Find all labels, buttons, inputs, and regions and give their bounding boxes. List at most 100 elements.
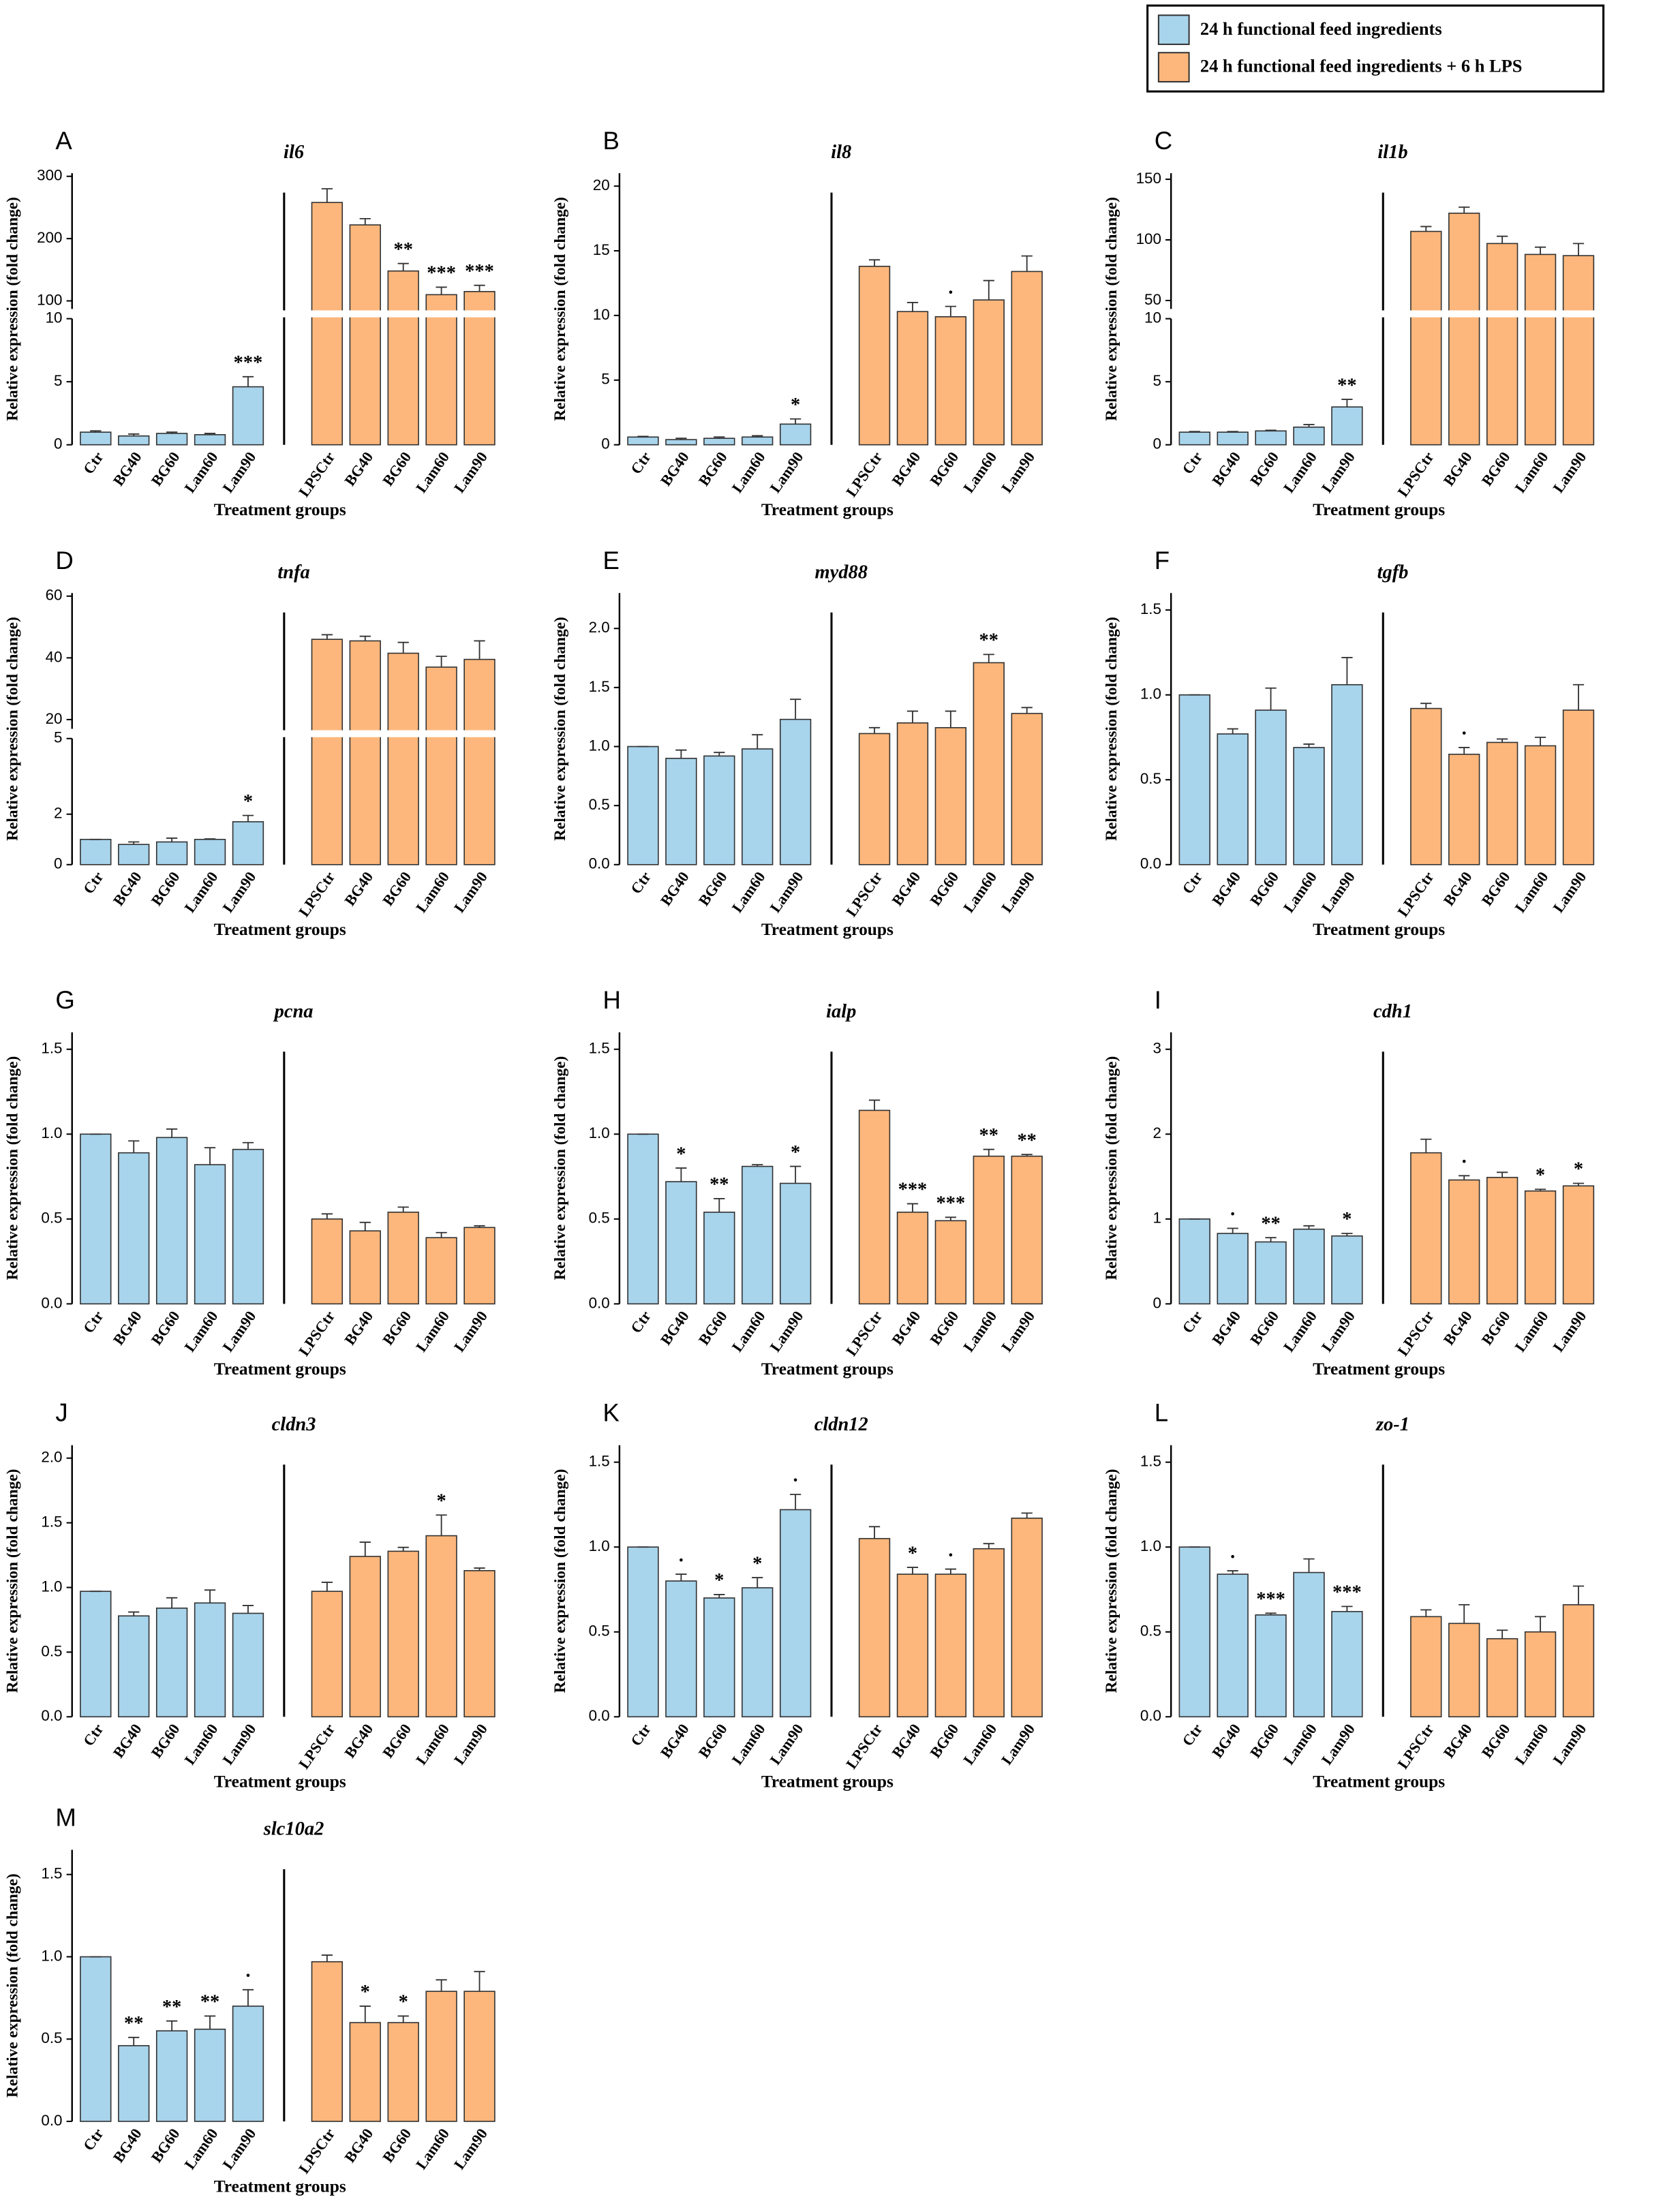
- chart-title: tnfa: [277, 562, 309, 583]
- significance-label: ***: [936, 1193, 966, 1214]
- bar: [665, 1580, 697, 1718]
- y-tick-label: 5: [1153, 372, 1161, 389]
- x-tick-label: BG60: [926, 448, 962, 489]
- bar: [858, 265, 891, 446]
- bar: [1178, 694, 1210, 865]
- error-bar: [906, 710, 919, 723]
- x-tick-label: Lam90: [219, 1721, 259, 1768]
- bar: [1524, 1631, 1557, 1718]
- significance-label: **: [1017, 1130, 1036, 1151]
- bar: [665, 1181, 697, 1305]
- y-tick-label: 5: [54, 372, 62, 389]
- x-tick-label: LPSCtr: [1394, 1721, 1437, 1772]
- x-tick-label: Ctr: [1178, 448, 1206, 477]
- bar: [425, 294, 457, 446]
- x-tick-label: Ctr: [627, 1721, 654, 1749]
- chart-title: ialp: [826, 1001, 856, 1022]
- x-tick-label: Ctr: [627, 868, 654, 897]
- significance-label: **: [979, 1125, 998, 1146]
- y-tick-label: 0.5: [1140, 770, 1161, 787]
- y-tick-label: 0: [1153, 1294, 1161, 1311]
- x-tick-label: Lam90: [1318, 1308, 1358, 1355]
- error-bar: [474, 284, 485, 292]
- x-tick-label: BG60: [148, 1721, 183, 1761]
- bar: [1217, 733, 1249, 865]
- bar: [1011, 1155, 1043, 1305]
- x-tick-label: LPSCtr: [295, 2125, 338, 2177]
- error-bar: [1496, 738, 1508, 743]
- y-tick-label: 15: [593, 241, 610, 258]
- bar: [973, 299, 1005, 446]
- bar: [118, 844, 150, 865]
- y-tick-label: 0.0: [41, 1294, 62, 1311]
- significance-label: ·: [1230, 1204, 1236, 1225]
- y-tick-label: 5: [54, 729, 62, 746]
- error-bar: [1534, 1188, 1546, 1191]
- x-tick-label: Lam60: [181, 1308, 222, 1355]
- axis-break: [67, 730, 501, 737]
- error-bar: [945, 305, 956, 317]
- error-bar: [868, 726, 881, 734]
- significance-label: **: [710, 1174, 729, 1195]
- bar: [425, 1991, 457, 2122]
- error-bar: [397, 2015, 409, 2023]
- bar: [349, 2022, 381, 2122]
- x-tick-label: BG60: [695, 1308, 731, 1348]
- bar: [1217, 1573, 1249, 1718]
- x-tick-label: Lam60: [729, 1308, 769, 1355]
- bar: [387, 2022, 419, 2122]
- error-bar: [128, 1611, 140, 1616]
- x-tick-label: BG40: [1208, 448, 1244, 489]
- bar: [896, 722, 929, 865]
- error-bar: [1496, 235, 1508, 244]
- x-tick-label: BG60: [926, 868, 962, 908]
- bar: [896, 1573, 929, 1718]
- x-tick-label: BG60: [1247, 1721, 1282, 1761]
- x-tick-label: Lam60: [181, 2125, 222, 2172]
- x-tick-label: Lam90: [1318, 868, 1358, 915]
- error-bar: [397, 262, 409, 271]
- error-bar: [359, 1221, 371, 1231]
- y-tick-label: 0.5: [1140, 1623, 1161, 1640]
- significance-label: *: [399, 1992, 408, 2013]
- x-tick-label: Ctr: [1178, 1308, 1206, 1336]
- significance-label: *: [791, 1142, 800, 1163]
- x-tick-label: BG60: [148, 868, 183, 908]
- x-tick-label: Lam60: [412, 2125, 453, 2172]
- error-bar: [1341, 656, 1353, 685]
- x-axis-label: Treatment groups: [761, 1360, 894, 1379]
- x-tick-label: Lam90: [767, 448, 807, 495]
- bar: [387, 652, 419, 865]
- panel-letter: L: [1155, 1399, 1168, 1427]
- y-tick-label: 1.0: [589, 737, 610, 754]
- bar: [387, 1212, 419, 1305]
- x-tick-label: Lam90: [219, 868, 259, 915]
- significance-label: ·: [245, 1965, 251, 1986]
- y-axis-label: Relative expression (fold change): [4, 1469, 22, 1693]
- bar: [1562, 1604, 1595, 1718]
- significance-label: *: [1574, 1159, 1583, 1180]
- y-tick-label: 10: [46, 309, 63, 326]
- bar: [118, 1152, 150, 1305]
- error-bar: [714, 1198, 725, 1212]
- error-bar: [1341, 399, 1353, 408]
- significance-label: ***: [1256, 1589, 1285, 1610]
- error-bar: [752, 734, 763, 749]
- y-tick-label: 1.5: [41, 1865, 62, 1882]
- x-tick-label: Lam90: [219, 448, 259, 495]
- x-tick-label: BG40: [1440, 448, 1476, 489]
- x-tick-label: BG40: [1440, 868, 1476, 908]
- error-bar: [1459, 1175, 1470, 1180]
- error-bar: [474, 640, 485, 660]
- bar: [973, 1155, 1005, 1305]
- bar: [1011, 271, 1043, 446]
- bar: [1524, 254, 1557, 446]
- y-tick-label: 0: [54, 435, 62, 452]
- x-tick-label: LPSCtr: [1394, 1308, 1437, 1359]
- panel-letter: G: [55, 986, 74, 1014]
- panel-letter: C: [1155, 127, 1172, 155]
- error-bar: [242, 814, 254, 822]
- bar: [311, 1961, 344, 2122]
- error-bar: [1303, 1558, 1315, 1573]
- bar: [665, 758, 697, 865]
